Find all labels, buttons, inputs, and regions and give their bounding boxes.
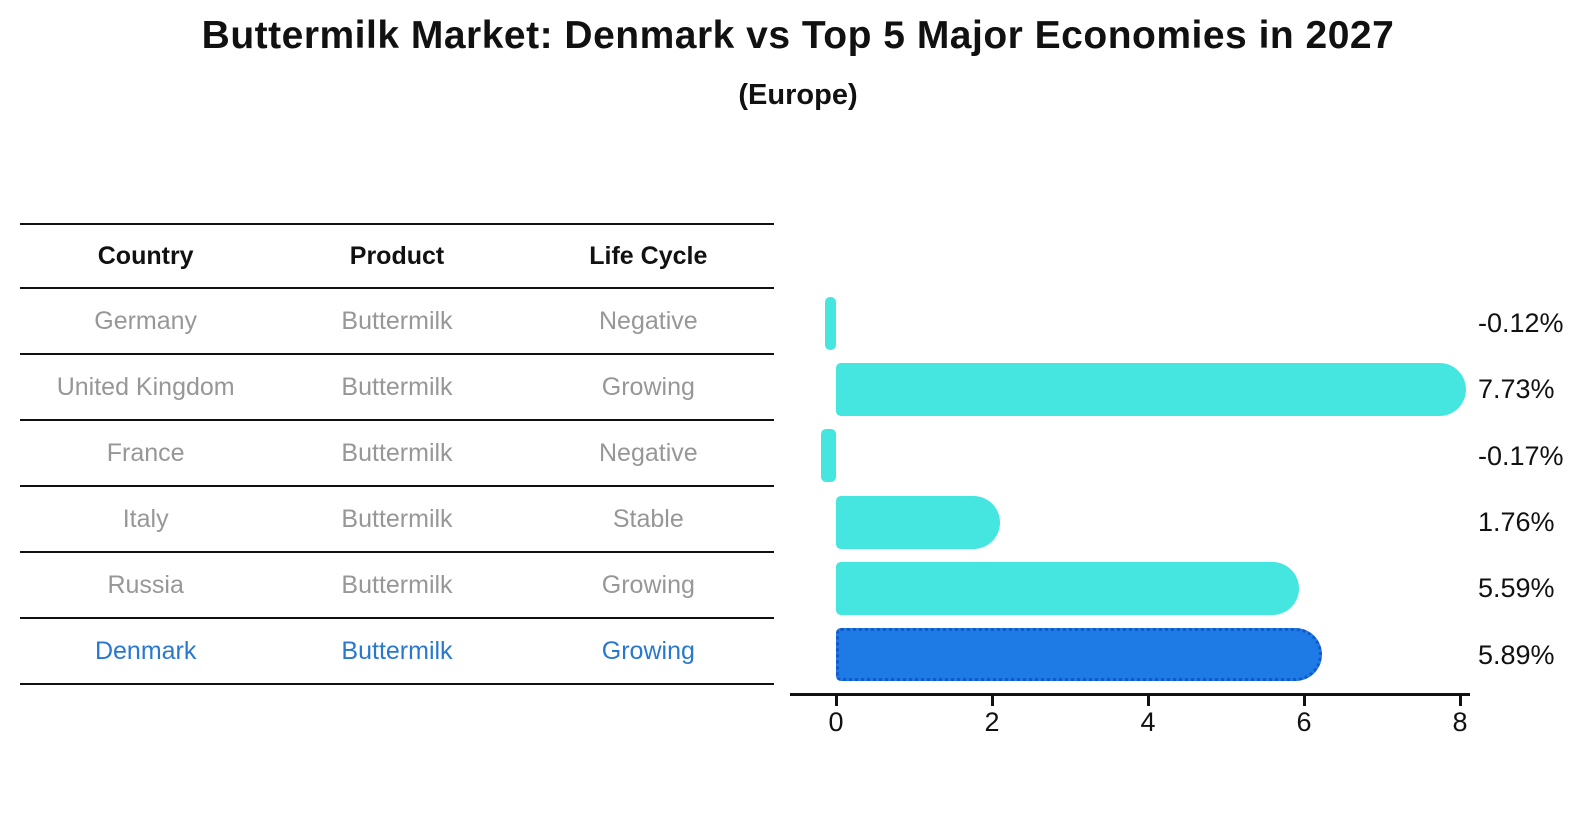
cell-life-cycle: Negative xyxy=(598,438,698,467)
page-subtitle: (Europe) xyxy=(738,79,858,111)
x-axis-line xyxy=(790,693,1470,696)
bar-value-label-denmark: 5.89% xyxy=(1478,639,1555,670)
table-row-france: France Buttermilk Negative xyxy=(20,420,774,486)
table-header-row: Country Product Life Cycle xyxy=(20,224,774,288)
bar-denmark xyxy=(836,628,1323,682)
bar-united-kingdom xyxy=(836,362,1466,416)
table-row-germany: Germany Buttermilk Negative xyxy=(20,288,774,354)
cell-product: Buttermilk xyxy=(341,372,453,401)
column-header-product: Product xyxy=(349,241,445,270)
comparison-table: Country Product Life Cycle Germany Butter… xyxy=(20,223,774,685)
cell-country: Germany xyxy=(94,306,198,335)
cell-product: Buttermilk xyxy=(341,306,453,335)
table-row-italy: Italy Buttermilk Stable xyxy=(20,486,774,552)
bar-value-label-france: -0.17% xyxy=(1478,440,1564,471)
cell-life-cycle: Negative xyxy=(598,306,698,335)
column-header-life-cycle: Life Cycle xyxy=(589,241,708,270)
bar-value-label-germany: -0.12% xyxy=(1478,308,1564,339)
x-axis-tick-label-8: 8 xyxy=(1452,707,1468,737)
x-axis-tick-label-4: 4 xyxy=(1140,707,1156,737)
cell-life-cycle: Growing xyxy=(601,636,695,665)
cell-product: Buttermilk xyxy=(341,438,453,467)
table-row-denmark: Denmark Buttermilk Growing xyxy=(20,618,774,684)
cell-product: Buttermilk xyxy=(341,504,453,533)
table-row-russia: Russia Buttermilk Growing xyxy=(20,552,774,618)
table-row-united-kingdom: United Kingdom Buttermilk Growing xyxy=(20,354,774,420)
cell-life-cycle: Growing xyxy=(601,570,695,599)
cell-life-cycle: Stable xyxy=(612,504,684,533)
cell-product: Buttermilk xyxy=(341,570,453,599)
x-axis-tick-label-6: 6 xyxy=(1296,707,1312,737)
cell-country: Denmark xyxy=(94,636,197,665)
x-axis-tick-0 xyxy=(835,696,838,706)
x-axis-tick-4 xyxy=(1147,696,1150,706)
bar-france xyxy=(820,429,836,483)
cell-life-cycle: Growing xyxy=(601,372,695,401)
x-axis-tick-label-2: 2 xyxy=(984,707,1000,737)
cell-country: Russia xyxy=(107,570,184,599)
x-axis-tick-6 xyxy=(1303,696,1306,706)
x-axis-tick-label-0: 0 xyxy=(828,707,844,737)
table-body: Germany Buttermilk Negative United Kingdom B… xyxy=(20,288,774,684)
cell-product: Buttermilk xyxy=(341,636,453,665)
bar-value-label-russia: 5.59% xyxy=(1478,573,1555,604)
cell-country: United Kingdom xyxy=(56,372,235,401)
bar-value-label-italy: 1.76% xyxy=(1478,507,1555,538)
x-axis-tick-2 xyxy=(991,696,994,706)
page-title: Buttermilk Market: Denmark vs Top 5 Majo… xyxy=(201,14,1395,57)
x-axis-tick-8 xyxy=(1459,696,1462,706)
bar-value-label-united-kingdom: 7.73% xyxy=(1478,374,1555,405)
cell-country: Italy xyxy=(122,504,169,533)
bar-germany xyxy=(824,296,836,350)
column-header-country: Country xyxy=(97,241,194,270)
bar-russia xyxy=(836,561,1300,615)
cell-country: France xyxy=(106,438,185,467)
bar-italy xyxy=(836,495,1001,549)
